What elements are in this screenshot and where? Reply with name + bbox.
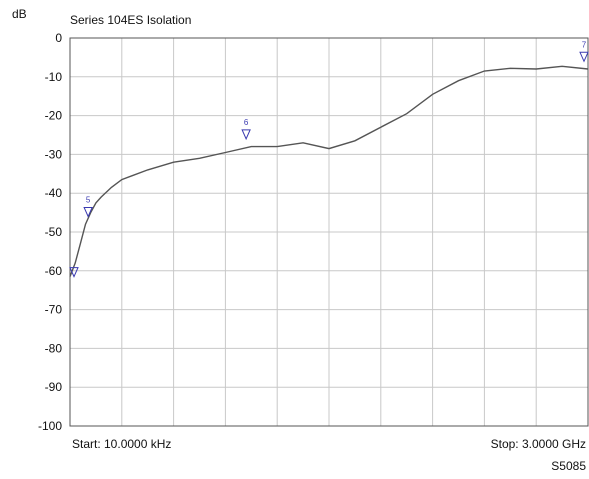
y-tick-labels: 0 -10 -20 -30 -40 -50 -60 -70 -80 -90 -100 [38, 31, 62, 433]
y-tick-label: -100 [38, 419, 62, 433]
plot-frame [69, 37, 589, 427]
y-tick-label: -40 [45, 186, 63, 200]
y-tick-label: -90 [45, 380, 63, 394]
marker-label: 7 [582, 40, 587, 49]
y-tick-label: 0 [55, 31, 62, 45]
y-tick-label: -10 [45, 70, 63, 84]
marker-triangle-icon [241, 129, 251, 141]
y-tick-label: -60 [45, 264, 63, 278]
y-tick-label: -30 [45, 147, 63, 161]
chart-markers: 5 6 7 [69, 40, 589, 278]
y-tick-label: -50 [45, 225, 63, 239]
x-start-label: Start: 10.0000 kHz [72, 437, 171, 451]
y-tick-label: -70 [45, 303, 63, 317]
marker-triangle-icon [69, 267, 79, 278]
marker-triangle-icon [579, 51, 589, 63]
x-stop-label: Stop: 3.0000 GHz [491, 437, 586, 451]
marker-triangle-icon [83, 206, 93, 218]
chart-footer-label: S5085 [551, 459, 586, 473]
y-axis-unit-label: dB [12, 7, 27, 21]
y-tick-label: -20 [45, 109, 63, 123]
isolation-trace-line [69, 65, 589, 277]
y-tick-label: -80 [45, 341, 63, 355]
marker-label: 5 [86, 195, 91, 204]
chart-title: Series 104ES Isolation [70, 13, 191, 27]
chart-grid [70, 38, 588, 426]
marker-label: 6 [244, 118, 249, 127]
